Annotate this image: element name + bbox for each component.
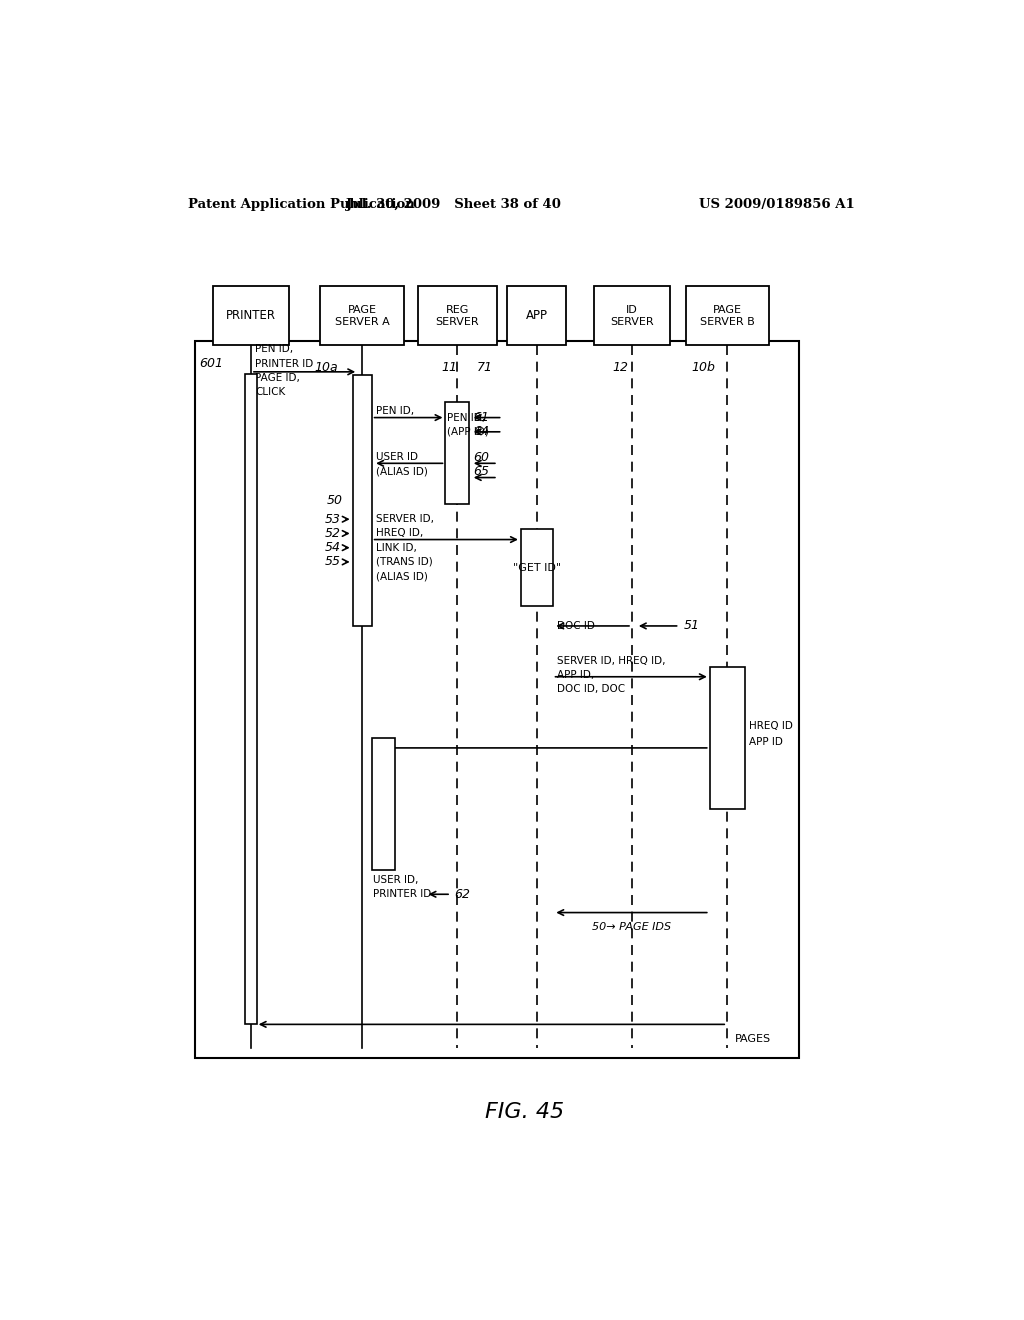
- Text: PAGES: PAGES: [735, 1034, 771, 1044]
- Text: PRINTER: PRINTER: [226, 309, 276, 322]
- Bar: [352, 375, 372, 626]
- Text: PAGE
SERVER B: PAGE SERVER B: [699, 305, 755, 327]
- Text: 10a: 10a: [314, 362, 338, 375]
- Text: (ALIAS ID): (ALIAS ID): [376, 572, 427, 581]
- Text: 50: 50: [327, 494, 343, 507]
- Text: ID
SERVER: ID SERVER: [610, 305, 653, 327]
- Text: 55: 55: [325, 556, 341, 569]
- Text: 64: 64: [473, 425, 489, 438]
- Text: LINK ID,: LINK ID,: [376, 543, 417, 553]
- Bar: [445, 403, 469, 504]
- Text: SERVER ID, HREQ ID,: SERVER ID, HREQ ID,: [557, 656, 665, 665]
- Text: 601: 601: [200, 358, 223, 370]
- Bar: [507, 286, 566, 346]
- Bar: [196, 342, 799, 1057]
- Text: 60: 60: [473, 450, 489, 463]
- Bar: [372, 738, 395, 870]
- Text: Jul. 30, 2009   Sheet 38 of 40: Jul. 30, 2009 Sheet 38 of 40: [346, 198, 561, 211]
- Text: Patent Application Publication: Patent Application Publication: [187, 198, 415, 211]
- Text: PRINTER ID: PRINTER ID: [373, 890, 431, 899]
- Text: 53: 53: [325, 512, 341, 525]
- Text: "GET ID": "GET ID": [513, 562, 561, 573]
- Text: PEN ID,: PEN ID,: [255, 345, 293, 355]
- Text: APP ID,: APP ID,: [557, 669, 594, 680]
- Text: 62: 62: [455, 888, 470, 900]
- Text: 71: 71: [477, 362, 494, 375]
- Text: 51: 51: [684, 619, 699, 632]
- Text: FIG. 45: FIG. 45: [485, 1102, 564, 1122]
- Text: HREQ ID: HREQ ID: [749, 721, 793, 730]
- Text: SERVER ID,: SERVER ID,: [376, 515, 433, 524]
- Text: 61: 61: [473, 411, 489, 424]
- Bar: [418, 286, 497, 346]
- Bar: [594, 286, 670, 346]
- Text: 50→ PAGE IDS: 50→ PAGE IDS: [592, 921, 671, 932]
- Bar: [685, 286, 769, 346]
- Text: 10b: 10b: [691, 362, 716, 375]
- Text: 54: 54: [325, 541, 341, 554]
- Text: PEN ID,: PEN ID,: [376, 407, 414, 417]
- Bar: [246, 374, 257, 1024]
- Text: 65: 65: [473, 465, 489, 478]
- Text: APP ID: APP ID: [749, 737, 782, 747]
- Text: USER ID,: USER ID,: [373, 875, 419, 884]
- Text: 11: 11: [441, 362, 458, 375]
- Text: REG
SERVER: REG SERVER: [435, 305, 479, 327]
- Text: PEN ID,: PEN ID,: [447, 413, 485, 422]
- Text: PAGE ID,: PAGE ID,: [255, 374, 300, 383]
- Text: PRINTER ID: PRINTER ID: [255, 359, 313, 368]
- Text: PAGE
SERVER A: PAGE SERVER A: [335, 305, 389, 327]
- Bar: [213, 286, 289, 346]
- Text: (TRANS ID): (TRANS ID): [376, 557, 432, 566]
- Text: APP: APP: [525, 309, 548, 322]
- Text: 52: 52: [325, 527, 341, 540]
- Text: US 2009/0189856 A1: US 2009/0189856 A1: [699, 198, 855, 211]
- Text: DOC ID, DOC: DOC ID, DOC: [557, 684, 625, 694]
- Bar: [321, 286, 403, 346]
- Text: (APP ID): (APP ID): [447, 426, 488, 437]
- Bar: [521, 529, 553, 606]
- Text: DOC ID: DOC ID: [557, 620, 594, 631]
- Bar: [710, 667, 744, 809]
- Text: USER ID: USER ID: [376, 453, 418, 462]
- Text: CLICK: CLICK: [255, 387, 286, 397]
- Text: 12: 12: [612, 362, 628, 375]
- Text: HREQ ID,: HREQ ID,: [376, 528, 423, 539]
- Text: (ALIAS ID): (ALIAS ID): [376, 466, 427, 477]
